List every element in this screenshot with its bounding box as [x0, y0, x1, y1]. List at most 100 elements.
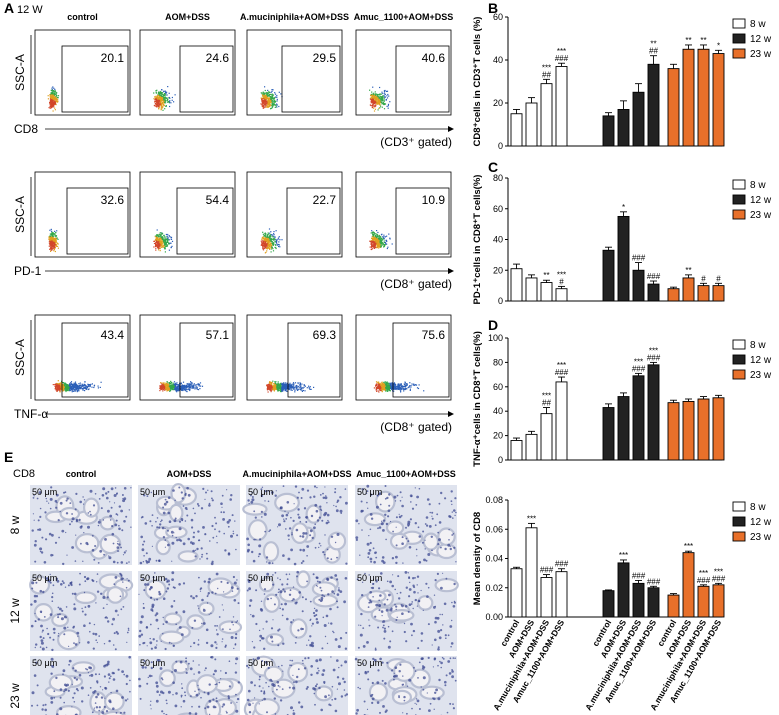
y-tick-label: 60 — [493, 12, 503, 22]
bar — [525, 527, 538, 618]
flow-events — [369, 86, 391, 112]
bar — [525, 433, 538, 461]
flow-gate — [395, 187, 450, 255]
y-axis-label: Mean density of CD8 — [472, 512, 483, 605]
legend-swatch — [732, 194, 746, 205]
flow-group-header: Amuc_1100+AOM+DSS — [354, 12, 454, 22]
ihc-group-header: Amuc_1100+AOM+DSS — [356, 469, 456, 479]
ihc-image: 50 μm — [246, 570, 348, 651]
bar — [540, 83, 553, 147]
legend: 8 w 12 w 23 w — [732, 179, 772, 221]
flow-y-label: SSC-A — [13, 196, 27, 233]
bar — [617, 108, 630, 147]
bar — [647, 587, 660, 618]
flow-row: 20.1 24.6 29.5 40.6 SSC-A CD8 (CD3⁺ gated) — [13, 29, 454, 149]
ihc-scale-label: 50 μm — [140, 658, 165, 668]
bar-chart: 0 20 40 60 80 100 TNF-α⁺cells in CD8⁺T cells(%… — [472, 331, 772, 467]
significance-mark: *** — [542, 392, 551, 401]
bar — [647, 283, 660, 302]
bar — [697, 285, 710, 302]
ihc-scale-label: 50 μm — [248, 487, 273, 497]
legend-label: 12 w — [750, 355, 772, 366]
y-tick-label: 80 — [493, 357, 503, 367]
flow-events — [153, 229, 174, 253]
flow-gate-value: 69.3 — [313, 328, 337, 342]
significance-mark: ### — [697, 576, 711, 585]
ihc-scale-label: 50 μm — [357, 573, 382, 583]
ihc-group-header: A.muciniphila+AOM+DSS — [242, 469, 351, 479]
flow-gate — [281, 45, 341, 113]
flow-plot — [246, 29, 343, 116]
ihc-scale-label: 50 μm — [140, 573, 165, 583]
flow-y-label: SSC-A — [13, 339, 27, 376]
legend-swatch — [732, 531, 746, 542]
legend-label: 8 w — [750, 502, 766, 513]
significance-mark: ** — [685, 266, 691, 275]
significance-mark: ** — [650, 40, 656, 49]
bar — [712, 397, 725, 461]
y-tick-label: 20 — [493, 98, 503, 108]
y-tick-label: 60 — [493, 204, 503, 214]
significance-mark: ** — [700, 36, 706, 45]
significance-mark: ### — [555, 368, 569, 377]
flow-plot — [34, 171, 131, 258]
bar — [712, 53, 725, 147]
legend-label: 23 w — [750, 532, 772, 543]
legend-label: 8 w — [750, 180, 766, 191]
flow-events — [48, 228, 59, 253]
significance-mark: ** — [543, 271, 549, 280]
legend: 8 w 12 w 23 w — [732, 501, 772, 543]
legend-label: 12 w — [750, 517, 772, 528]
significance-mark: # — [716, 274, 721, 283]
legend-swatch — [732, 339, 746, 350]
bar — [510, 268, 523, 302]
flow-gate — [287, 322, 341, 398]
significance-mark: # — [701, 274, 706, 283]
significance-mark: ** — [685, 36, 691, 45]
significance-mark: ## — [542, 70, 551, 79]
significance-mark: ### — [712, 574, 726, 583]
significance-mark: ### — [647, 353, 661, 362]
flow-cytometry-panel: control AOM+DSS A.muciniphila+AOM+DSS Amuc_… — [13, 12, 454, 434]
y-axis-label: CD8⁺cells in CD3⁺T cells (%) — [472, 17, 483, 147]
flow-x-label: CD8 — [14, 122, 38, 136]
flow-events — [47, 86, 60, 112]
bar — [682, 48, 695, 147]
flow-plot — [355, 314, 452, 401]
y-tick-label: 40 — [493, 406, 503, 416]
flow-gate-value: 32.6 — [101, 193, 125, 207]
y-axis-label: PD-1⁺cells in CD8⁺T cells(%) — [472, 175, 483, 305]
flow-gate-label: (CD8⁺ gated) — [380, 420, 452, 434]
flow-gate-value: 10.9 — [422, 193, 446, 207]
bar — [682, 552, 695, 618]
bar — [667, 594, 680, 618]
ihc-image: 50 μm — [355, 571, 459, 651]
legend-swatch — [732, 354, 746, 365]
bar — [632, 91, 645, 147]
flow-gate-value: 43.4 — [101, 328, 125, 342]
ihc-scale-label: 50 μm — [32, 487, 57, 497]
flow-events — [153, 86, 176, 111]
ihc-image: 50 μm — [138, 571, 243, 651]
flow-gate — [286, 187, 341, 255]
significance-mark: ### — [555, 560, 569, 569]
y-tick-label: 40 — [493, 55, 503, 65]
y-tick-label: 20 — [493, 265, 503, 275]
significance-mark: *** — [714, 567, 723, 576]
significance-mark: # — [559, 277, 564, 286]
flow-arrow-head — [448, 411, 454, 417]
flow-gate-label: (CD8⁺ gated) — [380, 277, 452, 291]
significance-mark: *** — [684, 542, 693, 551]
flow-gate-value: 20.1 — [101, 51, 125, 65]
ihc-scale-label: 50 μm — [32, 573, 57, 583]
y-tick-label: 0.04 — [485, 554, 503, 564]
bar — [555, 65, 568, 147]
bar — [540, 282, 553, 302]
legend-swatch — [732, 369, 746, 380]
flow-events — [369, 230, 393, 251]
ihc-image: 50 μm — [138, 482, 240, 566]
bar — [647, 364, 660, 461]
ihc-scale-label: 50 μm — [248, 573, 273, 583]
panel-label-a: A — [4, 0, 14, 16]
panel-label-b: B — [488, 0, 498, 16]
